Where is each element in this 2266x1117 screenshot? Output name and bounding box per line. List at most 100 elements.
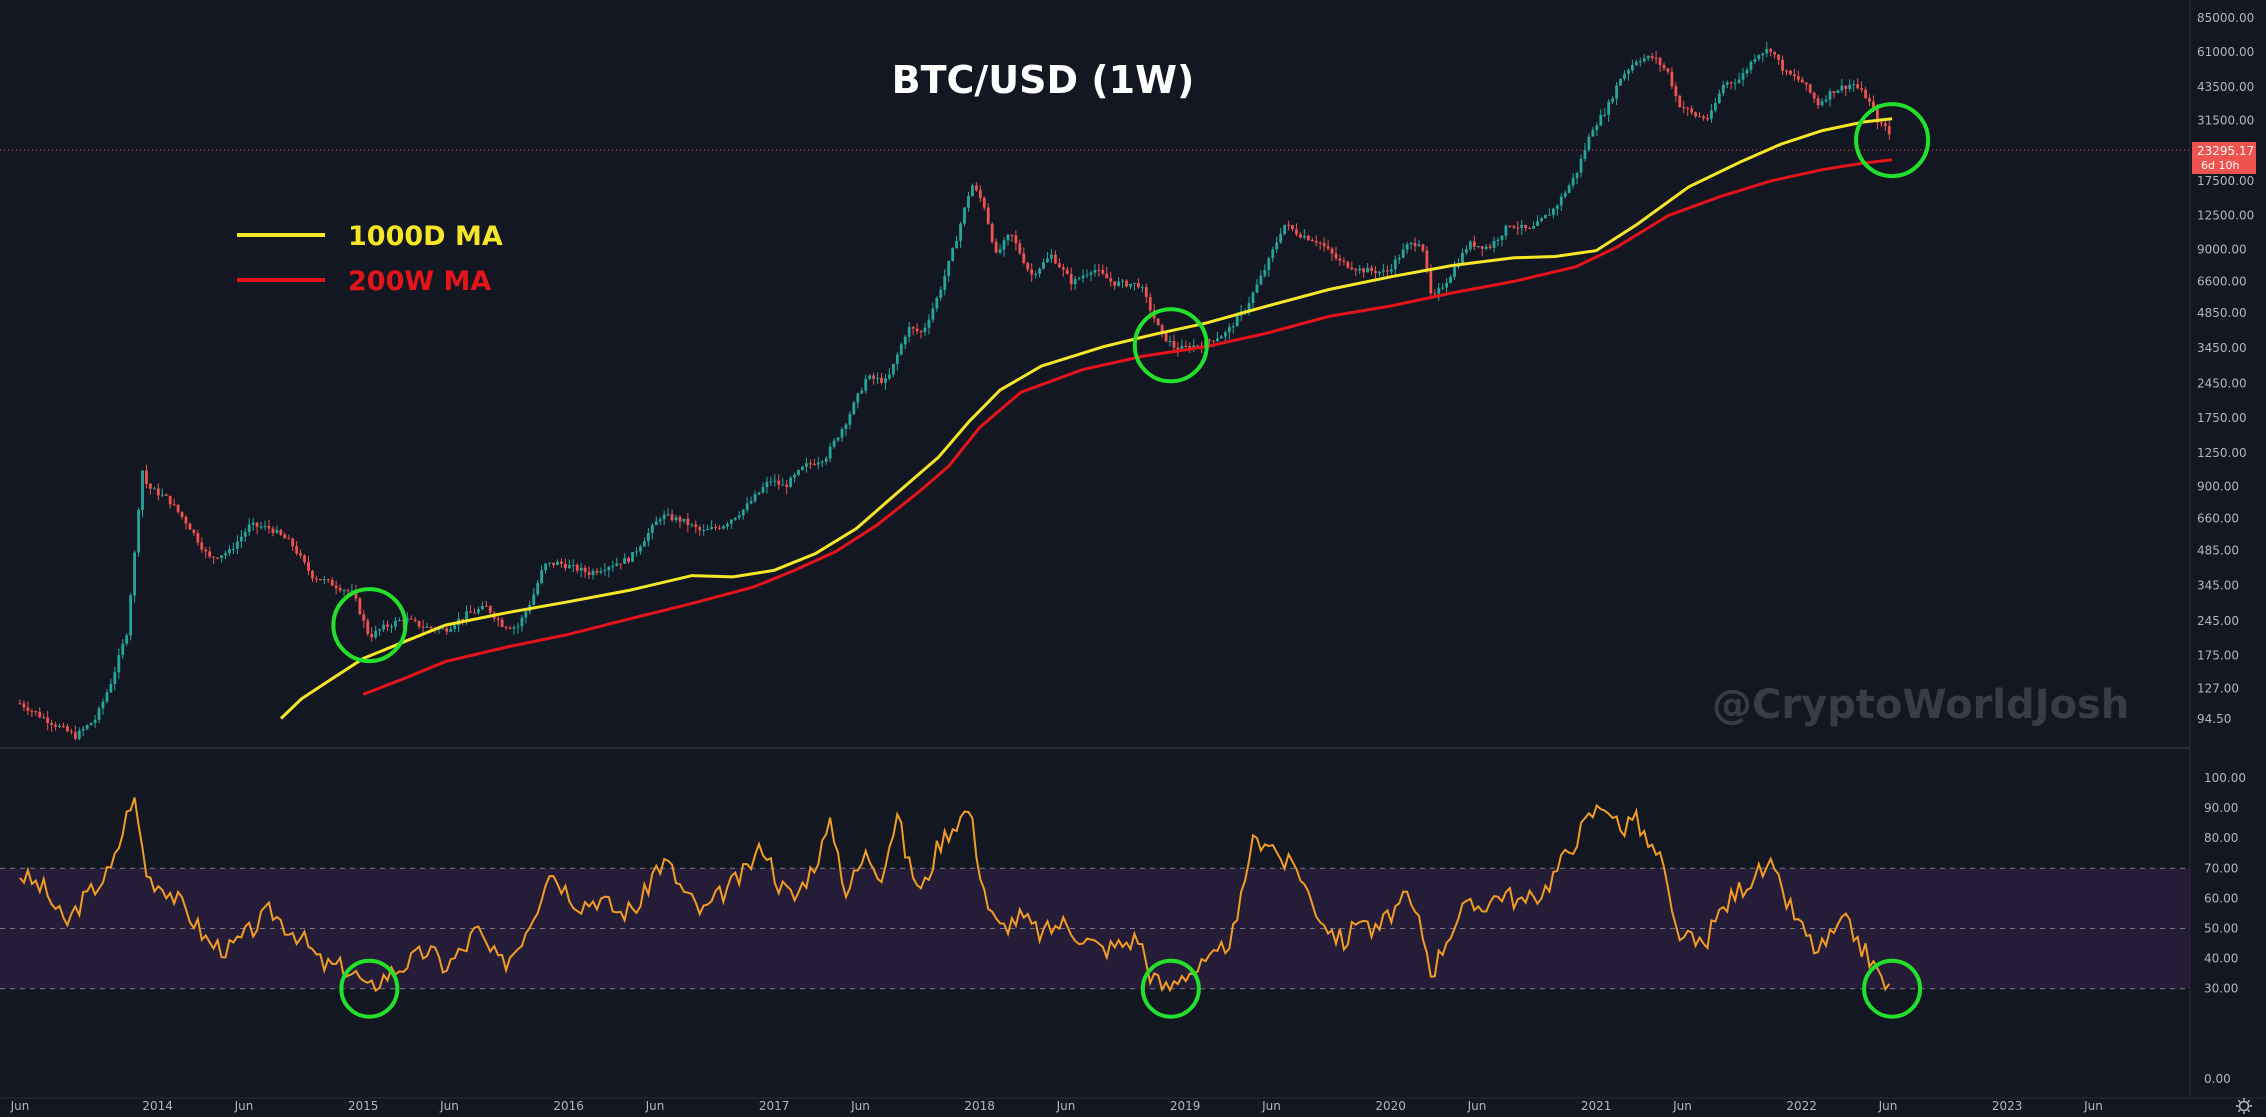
candle-body: [255, 522, 259, 527]
candle-body: [1812, 92, 1816, 99]
candle-body: [93, 719, 97, 723]
candle-body: [469, 611, 472, 613]
candle-body: [1026, 263, 1030, 270]
candle-body: [1492, 240, 1496, 248]
candle-body: [567, 565, 571, 569]
time-tick-label: 2015: [348, 1099, 379, 1113]
candle-body: [670, 514, 674, 521]
candle-body: [967, 196, 970, 208]
candle-body: [390, 626, 393, 628]
candle-body: [322, 579, 326, 581]
candle-body: [1050, 254, 1053, 259]
candle-body: [1710, 110, 1713, 119]
price-tick-label: 485.00: [2197, 543, 2239, 557]
candle-body: [844, 424, 848, 429]
candle-body: [1713, 103, 1717, 111]
candle-body: [1816, 98, 1820, 106]
candle-body: [840, 428, 844, 438]
candle-body: [287, 538, 291, 540]
candle-body: [1370, 267, 1373, 271]
candle-body: [445, 628, 449, 632]
candle-body: [1295, 229, 1298, 235]
candle-body: [1658, 57, 1662, 65]
candle-body: [1634, 61, 1638, 65]
price-tick-label: 1750.00: [2197, 411, 2247, 425]
candle-body: [1235, 315, 1239, 327]
candle-body: [314, 578, 318, 580]
candle-body: [1109, 278, 1113, 282]
candle-body: [1528, 227, 1532, 229]
price-tick-label: 1250.00: [2197, 446, 2247, 460]
candle-body: [1508, 225, 1512, 227]
candle-body: [488, 605, 492, 613]
candle-body: [812, 463, 816, 465]
candle-body: [864, 378, 868, 391]
candle-body: [765, 481, 769, 488]
candle-body: [1536, 221, 1539, 227]
candle-body: [1741, 73, 1745, 80]
candle-body: [1461, 252, 1464, 265]
candle-body: [828, 446, 832, 459]
candle-body: [532, 594, 536, 606]
candle-body: [1172, 340, 1176, 348]
rsi-line: [19, 797, 1891, 993]
highlight-circle-price: [1854, 102, 1931, 179]
candle-body: [1476, 246, 1480, 248]
highlight-circle-price: [1132, 307, 1209, 384]
candle-body: [1097, 269, 1101, 271]
candle-body: [129, 595, 133, 636]
candle-body: [583, 567, 587, 573]
candle-body: [635, 551, 638, 553]
candle-body: [1310, 240, 1314, 242]
candle-body: [1326, 246, 1330, 249]
candle-body: [1619, 78, 1622, 86]
candle-body: [512, 627, 516, 629]
gear-tooth: [2237, 1109, 2241, 1113]
candle-body: [417, 620, 421, 627]
candle-body: [141, 470, 144, 510]
candle-body: [1038, 268, 1041, 274]
candle-body: [903, 336, 907, 345]
candle-body: [42, 717, 46, 719]
candle-body: [109, 683, 113, 693]
candle-body: [1674, 86, 1678, 96]
candle-body: [441, 628, 445, 630]
time-tick-label: Jun: [1261, 1099, 1281, 1113]
candle-body: [595, 570, 599, 573]
candle-body: [706, 529, 710, 531]
candle-body: [848, 413, 852, 425]
candle-body: [366, 620, 370, 634]
candle-body: [694, 524, 698, 528]
candle-body: [338, 588, 342, 591]
candle-body: [888, 374, 891, 379]
candle-body: [85, 725, 89, 729]
candle-body: [769, 481, 773, 483]
time-tick-label: Jun: [645, 1099, 665, 1113]
candle-body: [1405, 244, 1409, 250]
candle-body: [429, 626, 433, 629]
candle-body: [1630, 64, 1634, 71]
countdown-label: 6d 10h: [2201, 159, 2239, 172]
candle-body: [176, 504, 180, 512]
candle-body: [872, 375, 876, 379]
candle-body: [650, 525, 654, 533]
time-tick-label: Jun: [234, 1099, 254, 1113]
candle-body: [1429, 268, 1433, 294]
candle-body: [1065, 269, 1069, 275]
candle-body: [749, 501, 753, 504]
legend-label: 1000D MA: [348, 221, 503, 252]
candle-body: [1378, 271, 1381, 274]
time-tick-label: Jun: [10, 1099, 30, 1113]
candle-body: [160, 494, 164, 496]
candle-body: [710, 527, 713, 530]
candle-body: [619, 563, 623, 565]
candle-body: [1417, 244, 1421, 247]
time-tick-label: Jun: [850, 1099, 870, 1113]
candle-body: [275, 529, 279, 533]
time-tick-label: 2023: [1992, 1099, 2023, 1113]
candle-body: [204, 549, 208, 552]
candle-body: [58, 725, 61, 727]
candle-body: [394, 620, 397, 627]
candle-body: [409, 618, 413, 620]
